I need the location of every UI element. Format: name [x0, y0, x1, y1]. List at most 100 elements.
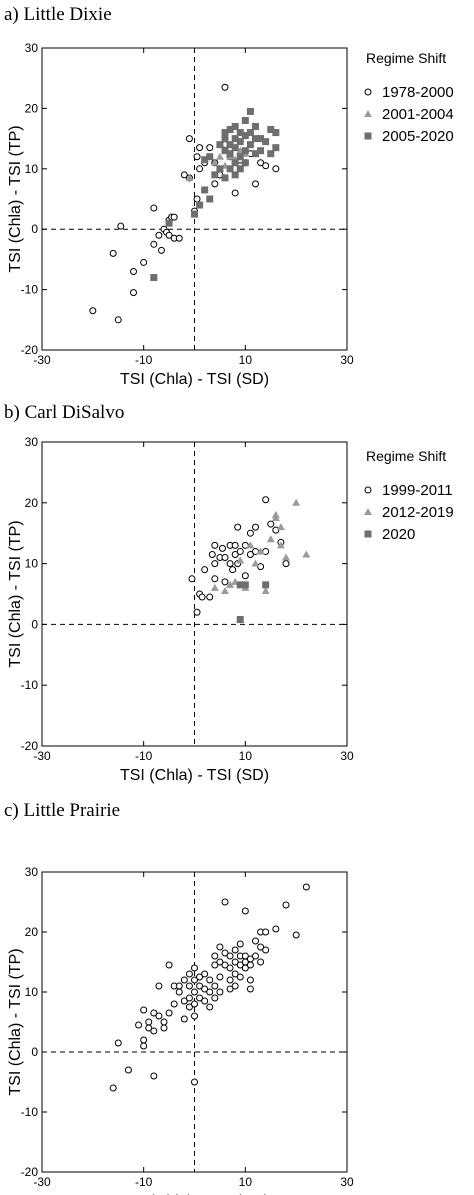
- data-point: [140, 1042, 148, 1050]
- data-point: [256, 547, 265, 555]
- data-point: [175, 988, 183, 996]
- data-point: [246, 976, 254, 984]
- data-point: [150, 1027, 158, 1035]
- data-point: [193, 153, 201, 161]
- data-point: [198, 593, 206, 601]
- data-point: [221, 135, 229, 143]
- data-point: [165, 231, 173, 239]
- data-point: [262, 496, 270, 504]
- data-point: [272, 129, 280, 137]
- data-point: [130, 267, 137, 275]
- x-tick-label: -10: [135, 1175, 153, 1189]
- y-tick-label: -10: [21, 678, 39, 692]
- data-point: [236, 556, 245, 564]
- legend: Regime Shift 1978-2000 2001-2004 2005-2020: [364, 50, 454, 145]
- data-point: [282, 553, 290, 561]
- data-point: [221, 578, 229, 586]
- data-point: [231, 541, 239, 549]
- data-point: [180, 976, 188, 984]
- data-point: [193, 195, 201, 203]
- data-point: [211, 171, 219, 179]
- data-point: [272, 165, 280, 173]
- data-point: [236, 940, 244, 948]
- data-point: [236, 973, 244, 981]
- x-tick-label: -10: [135, 749, 153, 763]
- y-tick-label: 20: [25, 101, 39, 115]
- legend-label: 2012-2019: [382, 504, 454, 521]
- data-point: [211, 575, 219, 583]
- data-point: [241, 907, 249, 915]
- chart-title: a) Little Dixie: [4, 4, 112, 25]
- data-point: [221, 83, 229, 91]
- data-point: [206, 153, 214, 161]
- data-point: [155, 982, 163, 990]
- data-point: [191, 964, 198, 972]
- data-point: [261, 586, 270, 594]
- y-tick-label: -10: [21, 1105, 39, 1119]
- data-point: [185, 970, 193, 978]
- data-point: [206, 988, 214, 996]
- data-point: [201, 186, 209, 194]
- data-point: [241, 159, 249, 167]
- data-point: [221, 554, 229, 562]
- data-point: [206, 144, 214, 152]
- data-point: [252, 952, 259, 960]
- data-point: [231, 123, 239, 131]
- data-point: [157, 246, 165, 254]
- data-point: [185, 982, 193, 990]
- data-point: [221, 961, 229, 969]
- data-point: [236, 547, 244, 555]
- data-point: [226, 985, 234, 993]
- data-point: [201, 997, 209, 1005]
- legend-label: 1978-2000: [382, 84, 454, 101]
- data-point: [211, 541, 219, 549]
- data-point: [252, 150, 259, 158]
- data-point: [185, 173, 194, 181]
- x-tick-label: 30: [340, 1175, 354, 1189]
- data-point: [236, 129, 244, 137]
- data-point: [262, 946, 270, 954]
- series-3: [236, 581, 270, 624]
- data-point: [231, 970, 239, 978]
- legend-marker: [364, 132, 372, 140]
- y-tick-label: 30: [25, 41, 39, 55]
- data-point: [114, 1039, 122, 1047]
- data-point: [246, 985, 254, 993]
- x-tick-label: 30: [340, 749, 354, 763]
- data-point: [211, 994, 219, 1002]
- data-point: [241, 958, 249, 966]
- series-3: [150, 107, 280, 282]
- legend-marker: [364, 88, 372, 96]
- data-point: [231, 159, 239, 167]
- data-point: [226, 976, 234, 984]
- legend-label: 1999-2011: [382, 482, 453, 499]
- data-point: [210, 158, 219, 166]
- data-point: [246, 955, 254, 963]
- data-point: [135, 1021, 143, 1029]
- data-point: [201, 566, 209, 574]
- data-point: [211, 982, 219, 990]
- data-point: [140, 258, 148, 266]
- data-point: [221, 129, 229, 137]
- data-point: [241, 132, 249, 140]
- data-point: [252, 180, 259, 188]
- data-point: [218, 544, 226, 552]
- data-point: [226, 150, 234, 158]
- data-point: [236, 961, 244, 969]
- data-point: [211, 180, 219, 188]
- y-tick-label: -20: [21, 343, 39, 357]
- data-point: [257, 958, 265, 966]
- data-point: [257, 135, 265, 143]
- y-tick-label: 10: [25, 985, 39, 999]
- y-axis-label: TSI (Chla) - TSI (TP): [7, 520, 24, 667]
- series-1: [188, 496, 290, 616]
- data-point: [211, 961, 219, 969]
- legend-label: 2005-2020: [382, 128, 454, 145]
- data-point: [252, 135, 259, 143]
- series-1: [89, 83, 280, 324]
- chart-title: c) Little Prairie: [4, 800, 120, 821]
- data-point: [140, 1006, 148, 1014]
- data-point: [191, 1000, 198, 1008]
- legend-marker: [364, 508, 372, 515]
